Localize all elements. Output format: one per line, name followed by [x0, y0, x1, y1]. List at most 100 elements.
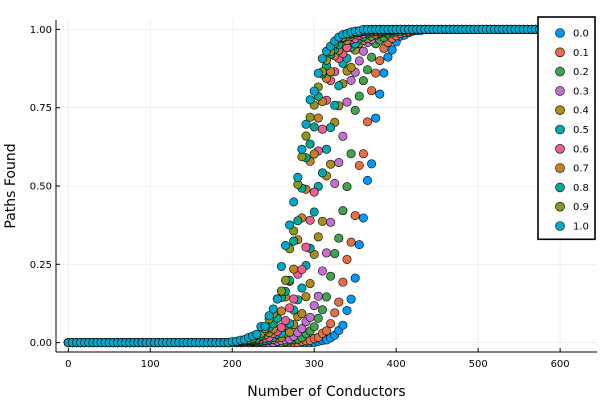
data-point [309, 207, 319, 217]
data-point [305, 139, 315, 149]
legend-label: 0.9 [573, 202, 589, 213]
data-point [358, 213, 368, 223]
legend-label: 0.2 [573, 67, 589, 78]
data-point [371, 113, 381, 123]
data-point [321, 144, 331, 154]
data-point [305, 215, 315, 225]
data-point [317, 54, 327, 64]
data-point [297, 152, 307, 162]
data-point [289, 236, 299, 246]
data-point [281, 275, 291, 285]
data-point [354, 160, 364, 170]
legend-marker [555, 28, 565, 38]
data-point [334, 297, 344, 307]
legend-marker [555, 105, 565, 115]
data-point [321, 248, 331, 258]
data-point [358, 76, 368, 86]
data-point [330, 308, 340, 318]
data-point [326, 159, 336, 169]
data-point [321, 292, 331, 302]
data-point [334, 233, 344, 243]
data-point [330, 100, 340, 110]
data-point [293, 216, 303, 226]
data-point [313, 291, 323, 301]
data-point [367, 159, 377, 169]
data-point [350, 211, 360, 221]
data-point [289, 197, 299, 207]
legend-marker [555, 201, 565, 212]
data-point [379, 68, 389, 78]
data-point [342, 182, 352, 192]
data-point [362, 175, 372, 185]
legend-marker [555, 86, 565, 96]
x-tick-label: 100 [141, 359, 160, 370]
data-point [346, 294, 356, 304]
data-point [330, 249, 340, 259]
data-point [342, 97, 352, 107]
data-point [260, 321, 270, 331]
legend-marker [555, 221, 565, 231]
y-tick-label: 0.75 [30, 103, 52, 114]
legend-marker [555, 182, 565, 193]
legend-label: 0.1 [573, 48, 589, 59]
data-point [268, 304, 278, 314]
legend-label: 0.5 [573, 125, 589, 136]
x-tick-label: 400 [387, 359, 406, 370]
data-point [350, 105, 360, 115]
data-point [305, 95, 315, 105]
data-point [285, 220, 295, 230]
x-tick-label: 200 [223, 359, 242, 370]
data-point [301, 131, 311, 141]
data-point [334, 158, 344, 168]
data-point [387, 45, 397, 55]
data-point [309, 187, 319, 197]
data-point [301, 292, 311, 302]
data-point [358, 149, 368, 159]
data-point [338, 277, 348, 287]
data-point [317, 168, 327, 178]
data-point [326, 123, 336, 133]
data-point [342, 254, 352, 264]
data-point [362, 117, 372, 127]
data-point [354, 56, 364, 66]
legend-label: 0.6 [573, 144, 589, 155]
data-point [281, 240, 291, 250]
y-tick-label: 1.00 [30, 25, 52, 36]
data-point [354, 91, 364, 101]
data-point [301, 242, 311, 252]
data-point [309, 86, 319, 96]
data-point [362, 65, 372, 75]
data-point [252, 329, 262, 339]
data-point [367, 52, 377, 62]
legend-label: 0.7 [573, 164, 589, 175]
data-point [285, 303, 295, 313]
data-point [354, 240, 364, 250]
legend-marker [555, 124, 565, 135]
data-point [313, 313, 323, 323]
data-point [346, 62, 356, 72]
tick-labels: 0 100 200 300 400 500 600 0.00 0.25 0.50 0.75 1.00 [30, 25, 570, 370]
data-point [317, 124, 327, 134]
data-point [297, 144, 307, 154]
data-point [313, 68, 323, 78]
data-point [301, 119, 311, 129]
data-point [317, 216, 327, 226]
y-tick-label: 0.50 [30, 182, 52, 193]
x-tick-label: 500 [469, 359, 488, 370]
data-point [371, 68, 381, 78]
axes [55, 20, 597, 353]
data-point [338, 206, 348, 216]
data-point [313, 113, 323, 123]
legend-label: 0.8 [573, 183, 589, 194]
x-tick-label: 600 [551, 359, 570, 370]
data-point [342, 305, 352, 315]
data-point [297, 264, 307, 274]
data-point [289, 294, 299, 304]
data-point [305, 312, 315, 322]
legend-label: 1.0 [573, 222, 589, 233]
data-point [330, 178, 340, 188]
data-point [326, 319, 336, 329]
legend-label: 0.4 [573, 106, 589, 117]
data-point [313, 232, 323, 242]
